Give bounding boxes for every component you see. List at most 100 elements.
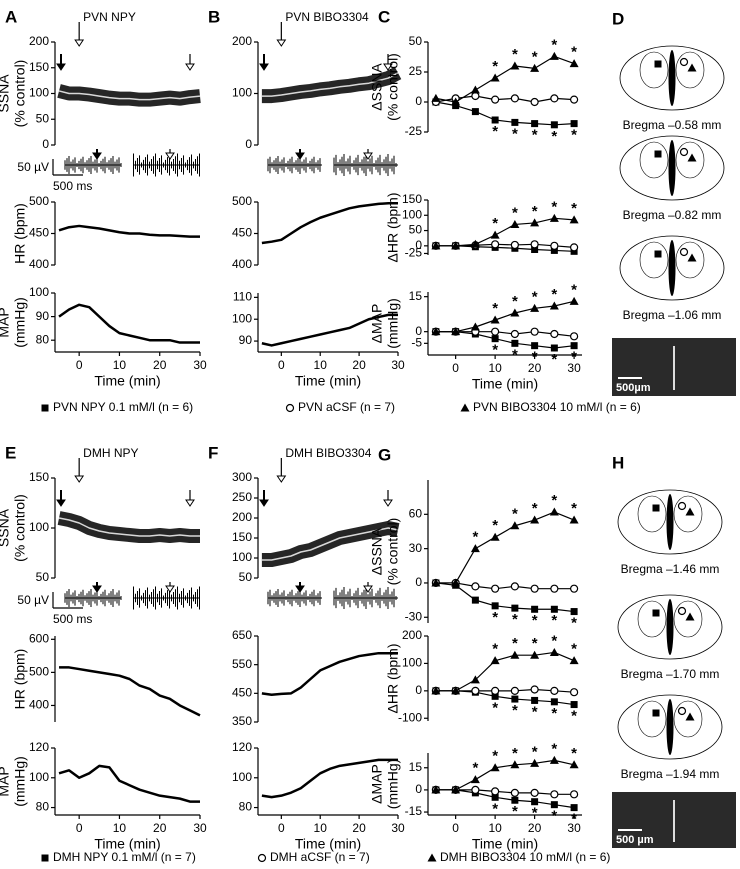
marker-triangle: [451, 327, 461, 336]
significance-star: *: [512, 611, 518, 628]
marker-triangle: [451, 785, 461, 794]
marker-triangle: [470, 775, 480, 784]
marker-square: [654, 250, 662, 258]
arrow-head: [185, 499, 195, 507]
y-tick-label: 100: [232, 86, 252, 100]
x-axis-label: Time (min): [472, 376, 538, 392]
marker-triangle: [490, 532, 500, 541]
marker-triangle: [569, 760, 579, 769]
x-tick-label: 0: [76, 821, 83, 835]
panel-letter: C: [378, 7, 390, 26]
significance-star: *: [551, 740, 557, 757]
nucleus-outline: [639, 51, 669, 89]
legend-label: PVN NPY 0.1 mM/l (n = 6): [53, 400, 193, 414]
marker-square: [652, 709, 660, 717]
arrow-head: [165, 585, 175, 593]
significance-star: *: [571, 281, 577, 298]
legend-label: PVN BIBO3304 10 mM/l (n = 6): [473, 400, 641, 414]
significance-star: *: [551, 705, 557, 722]
nucleus-outline: [673, 600, 703, 638]
significance-star: *: [571, 44, 577, 61]
y-tick-label: 15: [409, 760, 423, 774]
significance-star: *: [492, 800, 498, 817]
brain-outline: [617, 694, 723, 760]
significance-star: *: [512, 293, 518, 310]
legend-label: DMH BIBO3304 10 mM/l (n = 6): [440, 850, 610, 864]
significance-star: *: [571, 641, 577, 658]
arrow-head: [383, 499, 393, 507]
y-tick-label: 0: [245, 137, 252, 151]
y-tick-label: 50: [409, 34, 423, 48]
x-axis-label: Time (min): [295, 836, 361, 852]
x-tick-label: 20: [528, 361, 542, 375]
x-tick-label: 10: [314, 821, 328, 835]
marker-triangle: [451, 686, 461, 695]
drug-label: DMH BIBO3304: [285, 446, 371, 460]
marker-square: [570, 608, 578, 616]
y-tick-label: 100: [232, 550, 252, 564]
y-axis-label: (mmHg): [12, 297, 28, 348]
y-tick-label: 80: [36, 800, 50, 814]
y-axis-label: (mmHg): [385, 759, 401, 810]
marker-triangle: [510, 760, 520, 769]
x-tick-label: 20: [153, 821, 167, 835]
trace: [261, 651, 398, 697]
marker-triangle: [687, 253, 697, 262]
y-axis-label: (% control): [12, 494, 28, 562]
y-axis-label: (% control): [385, 53, 401, 121]
significance-star: *: [571, 811, 577, 828]
y-tick-label: 120: [29, 740, 49, 754]
drug-label: PVN NPY: [83, 10, 136, 24]
marker-circle: [491, 95, 500, 104]
significance-star: *: [492, 699, 498, 716]
nucleus-outline: [675, 241, 705, 279]
marker-square: [550, 121, 558, 129]
y-tick-label: 450: [232, 226, 252, 240]
significance-star: *: [532, 349, 538, 366]
marker-triangle: [549, 51, 559, 60]
nucleus-outline: [673, 495, 703, 533]
y-tick-label: 0: [415, 94, 422, 108]
significance-star: *: [551, 351, 557, 368]
marker-square: [531, 120, 539, 128]
section-label: Bregma –0.82 mm: [623, 208, 722, 222]
y-tick-label: 0: [415, 324, 422, 338]
marker-triangle: [687, 63, 697, 72]
significance-star: *: [492, 300, 498, 317]
trace: [261, 758, 398, 799]
raw-trace: [64, 589, 122, 607]
marker-square: [511, 339, 519, 347]
brain-outline: [619, 45, 725, 111]
marker-triangle: [569, 656, 579, 665]
y-tick-label: 100: [29, 86, 49, 100]
section-label: Bregma –1.70 mm: [621, 667, 720, 681]
third-ventricle: [668, 50, 676, 106]
significance-star: *: [551, 808, 557, 825]
arrow-head: [276, 39, 287, 47]
x-tick-label: 0: [278, 821, 285, 835]
marker-square: [531, 246, 539, 253]
mean-trace: [58, 517, 200, 537]
drug-label: PVN BIBO3304: [285, 10, 369, 24]
y-axis-label: ΔHR (bpm): [385, 643, 401, 713]
marker-circle: [679, 57, 689, 67]
y-tick-label: 50: [36, 111, 50, 125]
marker-circle: [285, 403, 295, 413]
trace: [58, 303, 200, 344]
y-axis-label: ΔHR (bpm): [385, 192, 401, 262]
marker-square: [471, 596, 479, 604]
arrow-head: [363, 152, 373, 160]
significance-star: *: [532, 500, 538, 517]
x-tick-label: 20: [153, 358, 167, 372]
y-axis-label: HR (bpm): [12, 649, 28, 710]
marker-triangle: [490, 73, 500, 82]
x-tick-label: 20: [352, 821, 366, 835]
y-tick-label: 150: [29, 60, 49, 74]
marker-square: [652, 504, 660, 512]
x-tick-label: 30: [567, 361, 581, 375]
drug-label: DMH NPY: [83, 446, 138, 460]
marker-triangle: [510, 219, 520, 228]
y-tick-label: 0: [415, 238, 422, 252]
nucleus-outline: [637, 495, 667, 533]
x-tick-label: 10: [488, 821, 502, 835]
